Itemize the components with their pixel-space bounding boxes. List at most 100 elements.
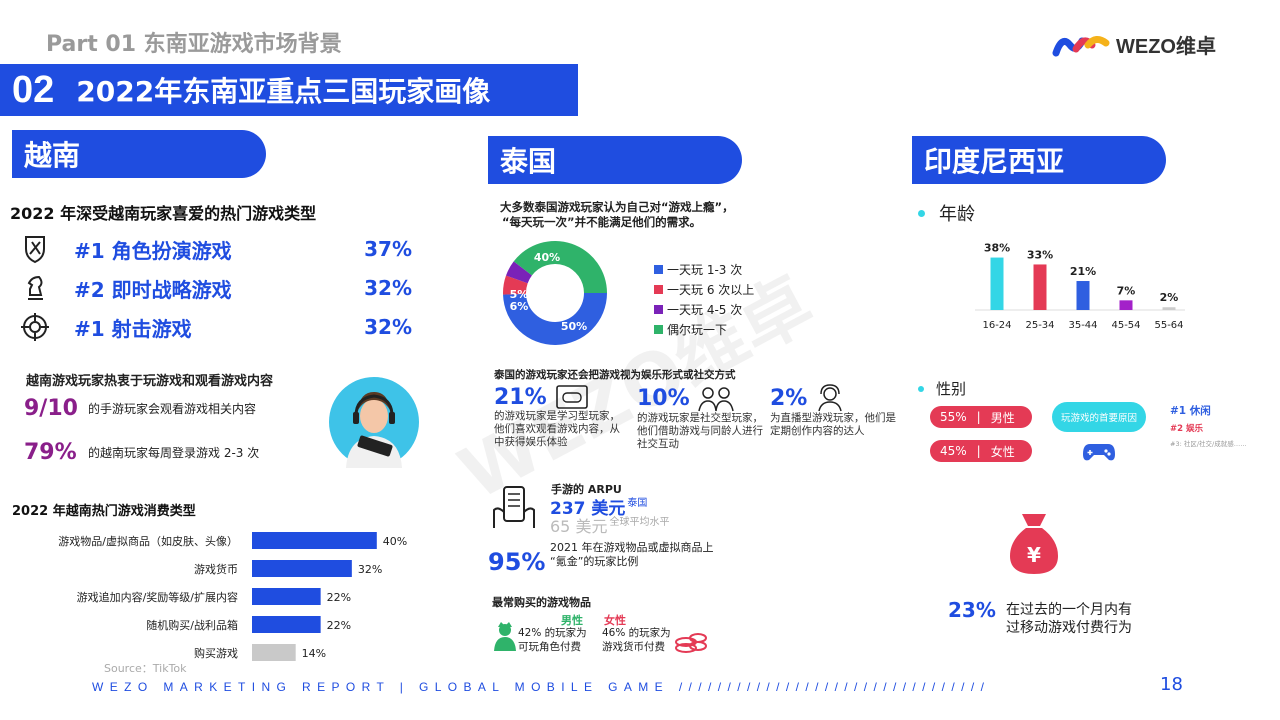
- bar-category-label: 随机购买/战利品箱: [146, 618, 238, 632]
- female-text: 46% 的玩家为 游戏货币付费: [602, 626, 671, 654]
- legend-item: 一天玩 4-5 次: [654, 300, 754, 320]
- page-number: 18: [1160, 674, 1183, 695]
- legend-swatch: [654, 265, 663, 274]
- male-player-icon: [494, 622, 516, 651]
- wezo-logo-mark-icon: [1052, 35, 1110, 56]
- gender-label: 性别: [936, 380, 967, 398]
- source-note: Source：TikTok: [104, 662, 187, 675]
- chip-pct: 45%: [940, 444, 967, 458]
- bar: [1119, 300, 1133, 310]
- thailand-donut-legend: 一天玩 1-3 次 一天玩 6 次以上 一天玩 4-5 次 偶尔玩一下: [654, 260, 754, 340]
- bar: [252, 616, 321, 633]
- bullet-icon: [918, 209, 925, 217]
- heading-line: 大多数泰国游戏玩家认为自己对“游戏上瘾”，: [500, 200, 734, 214]
- bar-value-label: 7%: [1117, 284, 1136, 297]
- stat-text: 的越南玩家每周登录游戏 2-3 次: [88, 446, 260, 460]
- arpu-tag: 泰国: [627, 498, 648, 509]
- bar-value-label: 33%: [1027, 248, 1053, 261]
- vietnam-games-list: #1 角色扮演游戏 37% #2 即时战略游戏 32% #1 射击游戏 32%: [20, 232, 412, 344]
- slice-label: 40%: [534, 251, 560, 264]
- game-pct: 37%: [364, 237, 412, 261]
- bar-value-label: 21%: [1070, 265, 1096, 278]
- female-text-line: 46% 的玩家为: [602, 627, 671, 639]
- page-title-bar: 02 2022年东南亚重点三国玩家画像: [0, 64, 578, 116]
- social-icon: [697, 387, 734, 412]
- legend-item: 一天玩 1-3 次: [654, 260, 754, 280]
- stat-value: 10%: [637, 385, 690, 411]
- reason-1: #1 休闲: [1170, 405, 1211, 417]
- stat-text: 为直播型游戏玩家，他们是定期创作内容的达人: [770, 412, 896, 437]
- bar-category-label: 游戏物品/虚拟商品（如皮肤、头像）: [58, 534, 238, 548]
- legend-item: 一天玩 6 次以上: [654, 280, 754, 300]
- items-heading: 最常购买的游戏物品: [492, 596, 591, 609]
- chip-label: 女性: [990, 444, 1015, 459]
- age-heading: 年龄: [918, 200, 975, 226]
- bar-value-label: 32%: [358, 563, 382, 576]
- x-tick-label: 55-64: [1154, 320, 1183, 331]
- title-number: 02: [12, 68, 55, 111]
- vietnam-spend-heading: 2022 年越南热门游戏消费类型: [12, 504, 196, 519]
- chip-label: 男性: [990, 410, 1015, 425]
- spend-text-line: 在过去的一个月内有: [1006, 602, 1132, 618]
- bar-value-label: 40%: [383, 535, 407, 548]
- legend-label: 一天玩 1-3 次: [667, 263, 743, 277]
- pay-pct-value: 95%: [488, 548, 546, 576]
- bar: [990, 257, 1004, 310]
- vietnam-games-heading: 2022 年深受越南玩家喜爱的热门游戏类型: [10, 204, 317, 223]
- bar: [252, 532, 377, 549]
- bar: [252, 588, 321, 605]
- arpu-value: 65 美元: [550, 517, 608, 536]
- bullet-icon: [918, 385, 924, 392]
- logo-text: WEZO维卓: [1116, 36, 1216, 58]
- arpu-global: 65 美元 全球平均水平: [550, 513, 669, 537]
- donut-slice: [503, 275, 528, 295]
- legend-label: 一天玩 6 次以上: [667, 283, 755, 297]
- stat-value: 79%: [24, 440, 77, 465]
- stat-value: 21%: [494, 384, 547, 410]
- x-tick-label: 35-44: [1068, 320, 1097, 331]
- gamepad-icon: [555, 385, 588, 409]
- bar: [1033, 264, 1047, 310]
- vietnam-pill: 越南: [12, 130, 266, 178]
- bar: [252, 644, 296, 661]
- thailand-donut-heading: 大多数泰国游戏玩家认为自己对“游戏上瘾”， “每天玩一次”并不能满足他们的需求。: [500, 200, 734, 230]
- gamepad-icon: [1083, 444, 1115, 461]
- spend-pct: 23%: [948, 598, 996, 622]
- pay-text: 2021 年在游戏物品或虚拟商品上 “氪金”的玩家比例: [550, 541, 714, 569]
- chip-divider: |: [976, 444, 981, 458]
- phone-hand-icon: [493, 486, 535, 528]
- spend-pct-value: 23%: [948, 598, 996, 622]
- thailand-label: 泰国: [500, 145, 557, 178]
- game-pct: 32%: [364, 276, 412, 300]
- legend-swatch: [654, 285, 663, 294]
- stat-value: 2%: [770, 385, 808, 411]
- game-name: #1 角色扮演游戏: [74, 238, 232, 263]
- svg-text:¥: ¥: [1027, 543, 1041, 567]
- slice-label: 50%: [561, 320, 587, 333]
- pay-text-line: 2021 年在游戏物品或虚拟商品上: [550, 541, 714, 554]
- bar: [1162, 307, 1176, 310]
- coins-icon: [675, 633, 707, 653]
- reason-badge: 玩游戏的首要原因: [1052, 402, 1146, 432]
- bar-value-label: 22%: [327, 591, 351, 604]
- streamer-icon: [818, 384, 843, 412]
- male-text: 42% 的玩家为 可玩角色付费: [518, 626, 587, 654]
- stat-text: 的手游玩家会观看游戏相关内容: [88, 402, 257, 416]
- bar-value-label: 22%: [327, 619, 351, 632]
- male-chip: 55% | 男性: [930, 406, 1032, 428]
- pay-text-line: “氪金”的玩家比例: [550, 555, 639, 568]
- x-tick-label: 45-54: [1111, 320, 1140, 331]
- chip-divider: |: [976, 410, 981, 424]
- game-pct: 32%: [364, 315, 412, 339]
- female-chip: 45% | 女性: [930, 440, 1032, 462]
- arpu-tag: 全球平均水平: [609, 517, 670, 528]
- bar: [1076, 281, 1090, 310]
- stat-text: 的游戏玩家是学习型玩家，他们喜欢观看游戏内容，从中获得娱乐体验: [494, 410, 620, 448]
- slice-label: 5%: [510, 288, 529, 301]
- vietnam-spend-chart: 游戏物品/虚拟商品（如皮肤、头像） 40% 游戏货币 32% 游戏追加内容/奖励等级/扩…: [58, 532, 407, 661]
- thailand-pill: 泰国: [488, 136, 742, 184]
- list-item: #1 角色扮演游戏 37%: [20, 232, 412, 266]
- legend-swatch: [654, 305, 663, 314]
- list-item: #2 即时战略游戏 32%: [20, 271, 412, 305]
- bar-value-label: 2%: [1160, 291, 1179, 304]
